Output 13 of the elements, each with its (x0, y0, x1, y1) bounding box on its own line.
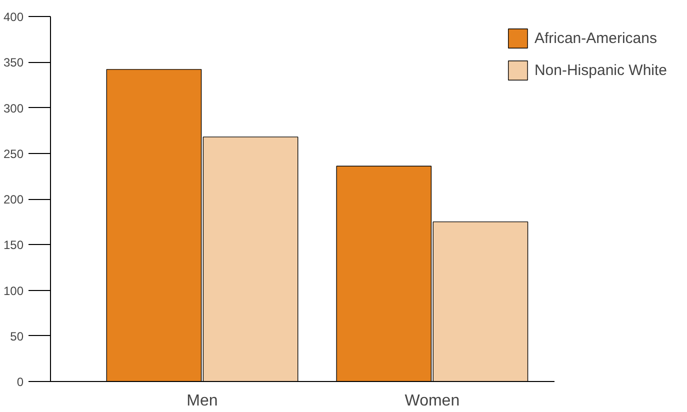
y-tick-label: 250 (3, 146, 24, 161)
y-tick-label: 100 (3, 284, 24, 298)
legend-label: Non-Hispanic White (534, 62, 667, 78)
y-tick-label: 350 (3, 56, 24, 70)
legend-label: African-Americans (534, 30, 657, 46)
x-tick-label: Men (186, 392, 218, 410)
y-tick-label: 300 (3, 101, 24, 116)
y-tick-label: 200 (3, 192, 24, 206)
y-tick-label: 400 (3, 10, 24, 24)
x-tick-label: Women (404, 392, 460, 410)
y-tick-label: 0 (16, 375, 24, 389)
y-tick-label: 50 (10, 329, 24, 344)
y-tick-label: 150 (3, 238, 24, 252)
